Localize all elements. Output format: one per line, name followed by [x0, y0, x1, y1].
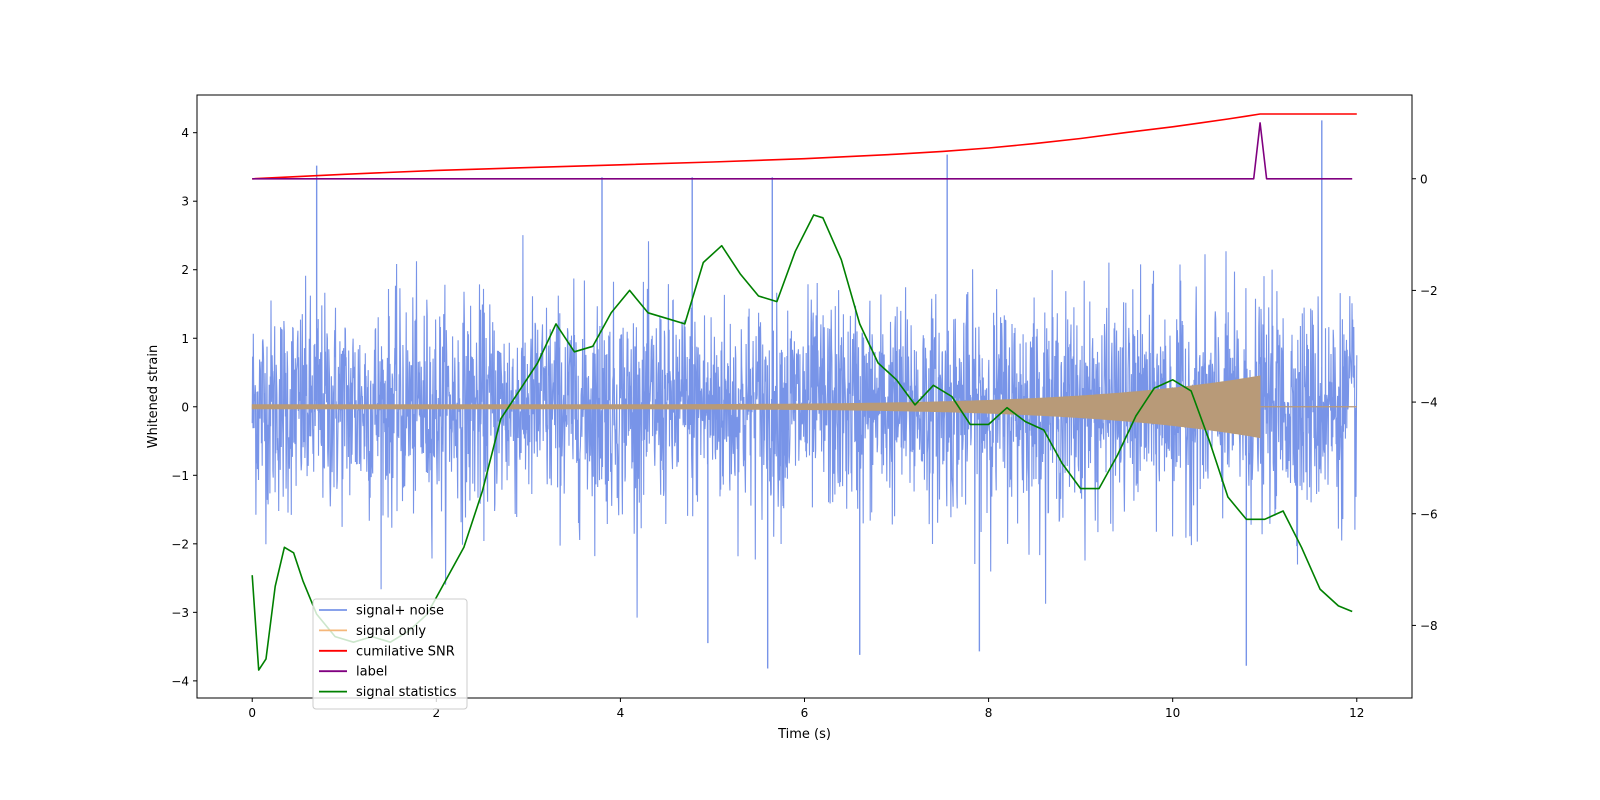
x-tick-label: 12 [1349, 706, 1364, 720]
legend-label: signal statistics [356, 685, 457, 700]
x-axis: 0 2 4 6 8 10 12 [248, 698, 1364, 720]
y-tick-label: 2 [181, 263, 189, 277]
legend: signal+ noise signal only cumilative SNR la… [312, 598, 468, 710]
series-cumulative-snr [252, 113, 1357, 180]
y2-tick-label: 0 [1420, 172, 1428, 186]
legend-label: cumilative SNR [356, 644, 455, 659]
y2-tick-label: −4 [1420, 396, 1438, 410]
y-tick-label: −4 [171, 674, 189, 688]
series-signal-only [251, 375, 1261, 439]
x-tick-label: 2 [432, 706, 440, 720]
series-layer [251, 113, 1358, 671]
x-axis-label: Time (s) [777, 727, 831, 742]
series-label [252, 122, 1353, 180]
y-axis-right: −8 −6 −4 −2 0 [1412, 172, 1438, 633]
y2-tick-label: −2 [1420, 284, 1438, 298]
y-tick-label: 3 [181, 195, 189, 209]
y-tick-label: −2 [171, 537, 189, 551]
y2-tick-label: −8 [1420, 619, 1438, 633]
y-tick-label: 0 [181, 400, 189, 414]
y-tick-label: −1 [171, 469, 189, 483]
x-tick-label: 6 [801, 706, 809, 720]
y-tick-label: 4 [181, 126, 189, 140]
y-tick-label: 1 [181, 332, 189, 346]
y2-tick-label: −6 [1420, 507, 1438, 521]
y-tick-label: −3 [171, 606, 189, 620]
series-signal-noise [251, 235, 1358, 618]
x-tick-label: 10 [1165, 706, 1180, 720]
y-axis-left: −4 −3 −2 −1 0 1 2 3 4 [171, 126, 197, 688]
y-axis-label: Whitened strain [146, 345, 161, 448]
x-tick-label: 8 [985, 706, 993, 720]
legend-box [312, 598, 468, 710]
x-tick-label: 4 [617, 706, 625, 720]
x-tick-label: 0 [248, 706, 256, 720]
legend-label: signal+ noise [356, 604, 444, 619]
legend-label: label [356, 665, 387, 680]
legend-label: signal only [356, 624, 426, 639]
